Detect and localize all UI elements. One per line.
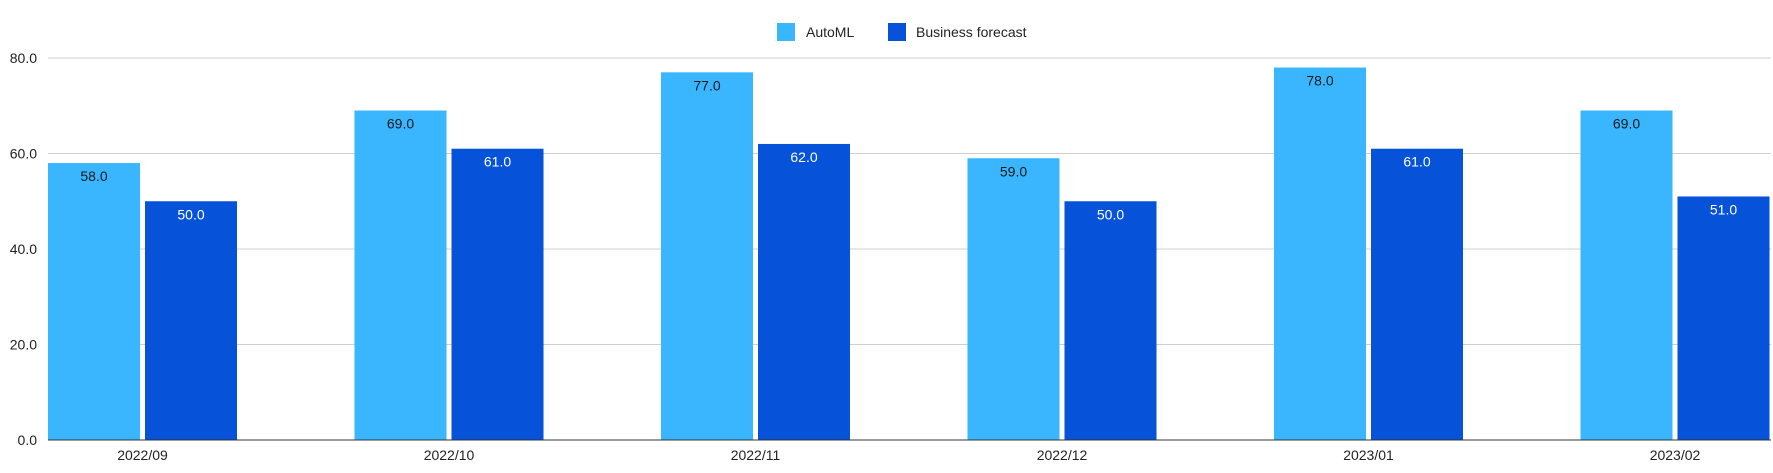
data-label: 61.0 [1403,154,1430,170]
data-label: 50.0 [1097,206,1124,222]
data-labels: 58.0 50.0 69.0 61.0 77.0 62.0 59.0 50.0 78.0 61.0… [80,73,1737,223]
bar-business-forecast [1064,201,1157,440]
data-label: 62.0 [790,149,817,165]
legend-swatch [777,23,795,41]
x-tick-label: 2022/09 [117,447,168,463]
bar-automl [661,72,753,440]
x-axis-tick-labels: 2022/09 2022/10 2022/11 2022/12 2023/01 2023/… [117,447,1700,463]
x-tick-label: 2023/02 [1650,447,1701,463]
y-tick-label: 0.0 [18,432,38,448]
gridlines [48,57,1771,345]
data-label: 51.0 [1710,201,1737,217]
x-tick-label: 2022/12 [1037,447,1088,463]
x-tick-label: 2022/11 [731,447,781,463]
data-label: 69.0 [1613,116,1640,132]
x-tick-label: 2022/10 [424,447,475,463]
bar-business-forecast [1677,196,1770,440]
legend: AutoML Business forecast [777,23,1027,41]
bar-automl [48,163,140,441]
bar-business-forecast [451,148,544,440]
bar-automl [967,158,1060,440]
data-label: 77.0 [693,77,720,93]
legend-label: Business forecast [916,24,1027,40]
data-label: 69.0 [387,116,414,132]
y-tick-label: 60.0 [10,146,37,162]
data-label: 50.0 [177,206,204,222]
y-axis-tick-labels: 0.0 20.0 40.0 60.0 80.0 [10,50,37,448]
bars [48,67,1770,441]
data-label: 78.0 [1306,73,1333,89]
bar-business-forecast [145,201,237,440]
bar-automl [1580,110,1673,441]
legend-label: AutoML [806,24,854,40]
y-tick-label: 40.0 [10,241,37,257]
data-label: 58.0 [80,168,107,184]
bar-business-forecast [758,143,850,440]
bar-automl [354,110,447,441]
data-label: 59.0 [1000,163,1027,179]
legend-swatch [888,23,906,41]
y-tick-label: 80.0 [10,50,37,66]
bar-business-forecast [1371,148,1463,440]
y-tick-label: 20.0 [10,337,37,353]
bar-automl [1274,67,1366,441]
x-tick-label: 2023/01 [1343,447,1394,463]
data-label: 61.0 [484,154,511,170]
